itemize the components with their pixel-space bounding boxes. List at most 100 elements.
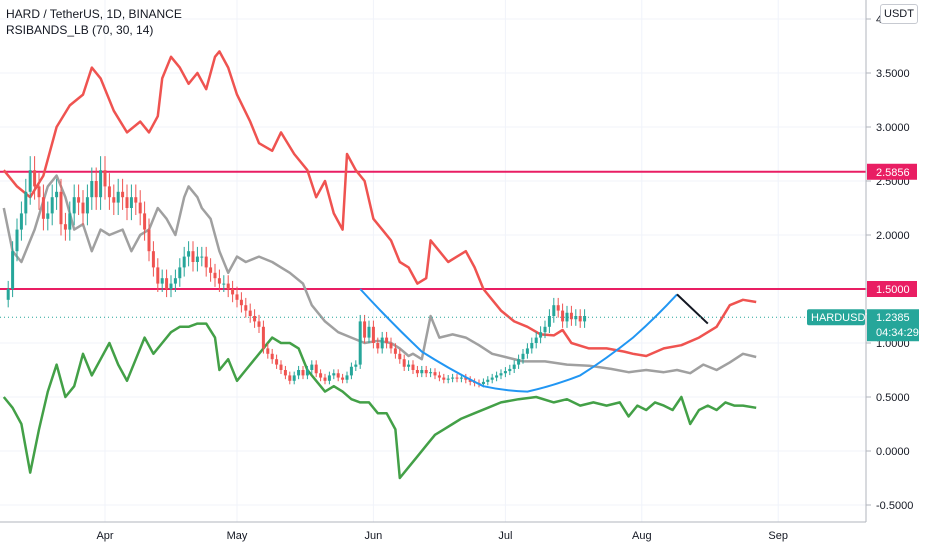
candle-body <box>446 378 450 380</box>
candle-body <box>437 375 441 378</box>
candle-body <box>37 186 41 198</box>
candle-body <box>257 321 261 327</box>
candle-body <box>451 377 455 379</box>
candle-body <box>90 181 94 198</box>
currency-badge[interactable]: USDT <box>880 4 918 24</box>
candle-body <box>81 202 85 214</box>
symbol-title[interactable]: HARD / TetherUS, 1D, BINANCE <box>6 7 182 21</box>
candle-body <box>129 197 133 208</box>
x-tick-label: Aug <box>632 530 652 542</box>
time-scale[interactable]: Apr May Jun Jul Aug Sep <box>0 521 866 542</box>
candle-body <box>393 348 397 354</box>
x-tick-label: Jul <box>498 530 512 542</box>
candle-body <box>266 348 270 354</box>
candle-body <box>226 283 230 289</box>
candle-body <box>121 191 125 198</box>
candle-body <box>481 381 485 385</box>
indicator-title[interactable]: RSIBANDS_LB (70, 30, 14) <box>6 23 154 37</box>
candle-body <box>6 289 10 300</box>
candle-body <box>209 267 213 273</box>
candle-body <box>380 337 384 349</box>
candle-body <box>495 375 499 378</box>
cup-curve <box>359 288 678 393</box>
y-tick-label: 3.5000 <box>876 68 910 80</box>
candle-body <box>459 377 463 379</box>
candle-body <box>512 364 516 369</box>
y-tick-label: 3.0000 <box>876 122 910 134</box>
candle-body <box>578 316 582 322</box>
candle-body <box>305 370 309 376</box>
candle-body <box>24 191 28 214</box>
candle-body <box>213 272 217 279</box>
candle-body <box>239 299 243 306</box>
candle-body <box>552 305 556 316</box>
horizontal-levels <box>0 170 866 290</box>
x-tick-label: Apr <box>96 530 113 542</box>
countdown-label: 04:34:29 <box>876 327 919 339</box>
candle-body <box>11 251 15 289</box>
candle-body <box>147 229 151 252</box>
candle-body <box>85 197 89 214</box>
candle-body <box>314 364 318 374</box>
candle-body <box>248 310 252 316</box>
candle-body <box>107 186 111 198</box>
candle-body <box>565 312 569 322</box>
candle-body <box>138 202 142 214</box>
drawings <box>0 288 866 393</box>
trend-line <box>676 293 709 325</box>
candle-body <box>319 373 323 378</box>
candle-body <box>574 316 578 320</box>
candle-body <box>376 343 380 349</box>
candle-body <box>556 305 560 311</box>
candle-body <box>178 267 182 279</box>
candle-body <box>349 366 353 376</box>
candle-body <box>429 372 433 374</box>
x-tick-label: Sep <box>768 530 788 542</box>
symbol-tag <box>807 309 865 326</box>
candle-body <box>543 326 547 333</box>
level-price-label: 2.5856 <box>876 167 910 179</box>
candle-body <box>490 377 494 380</box>
candle-body <box>389 343 393 349</box>
candle-body <box>15 229 19 252</box>
candle-body <box>442 377 446 380</box>
candle-body <box>204 256 208 268</box>
candle-body <box>77 197 81 203</box>
level-price-label: 1.5000 <box>876 284 910 296</box>
band-upper <box>2 50 757 358</box>
candle-body <box>63 224 67 230</box>
candle-body <box>455 377 459 379</box>
candle-body <box>33 170 37 187</box>
candle-body <box>270 353 274 360</box>
candle-body <box>134 197 138 203</box>
candle-body <box>182 256 186 268</box>
price-scale[interactable]: 4.00003.50003.00002.50002.00001.50001.00… <box>807 0 919 522</box>
candle-body <box>195 256 199 262</box>
candle-body <box>486 379 490 382</box>
candle-body <box>521 353 525 360</box>
candle-body <box>517 359 521 365</box>
candle-body <box>539 332 543 338</box>
candle-body <box>424 370 428 374</box>
candle-body <box>336 373 340 378</box>
candle-body <box>363 321 367 338</box>
candle-body <box>68 213 72 230</box>
candle-body <box>253 316 257 322</box>
candle-body <box>173 278 177 284</box>
candle-body <box>503 371 507 374</box>
x-tick-label: Jun <box>365 530 383 542</box>
candle-body <box>261 326 265 349</box>
candle-body <box>156 267 160 284</box>
y-tick-label: 0.5000 <box>876 392 910 404</box>
candle-body <box>116 191 120 203</box>
candle-body <box>530 343 534 349</box>
candle-body <box>367 326 371 338</box>
candle-body <box>332 373 336 376</box>
candle-body <box>358 321 362 365</box>
candle-body <box>398 353 402 360</box>
candle-body <box>217 278 221 284</box>
candle-body <box>310 364 314 370</box>
candle-body <box>407 364 411 367</box>
